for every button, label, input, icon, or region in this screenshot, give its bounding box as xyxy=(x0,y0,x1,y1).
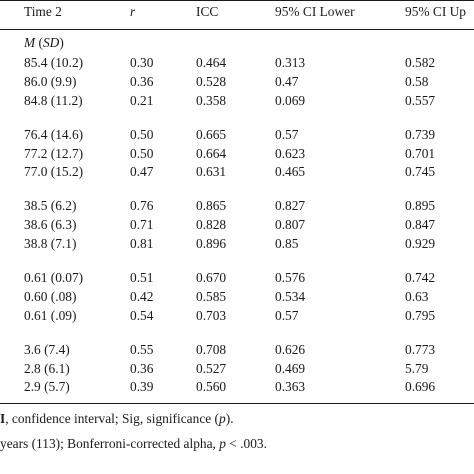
cell-time2: 84.8 (11.2) xyxy=(24,92,83,108)
cell-time2: 3.6 (7.4) xyxy=(24,341,70,357)
header-icc: ICC xyxy=(196,4,219,19)
cell-time2: 76.4 (14.6) xyxy=(24,126,84,142)
cell-time2: 38.6 (6.3) xyxy=(24,217,77,233)
cell-ci-lower: 0.807 xyxy=(275,217,306,233)
footnote-line-2-p: p xyxy=(219,436,226,451)
cell-r: 0.71 xyxy=(130,217,154,233)
header-rule xyxy=(0,29,474,30)
cell-ci-lower: 0.534 xyxy=(275,288,306,304)
cell-time2: 38.5 (6.2) xyxy=(24,198,77,214)
cell-time2: 85.4 (10.2) xyxy=(24,55,84,70)
cell-ci-upper: 5.79 xyxy=(405,360,429,376)
cell-r: 0.36 xyxy=(130,360,154,376)
cell-ci-lower: 0.469 xyxy=(275,360,306,376)
cell-r: 0.42 xyxy=(130,288,154,304)
top-rule xyxy=(0,0,474,1)
cell-ci-upper: 0.895 xyxy=(405,198,436,214)
cell-icc: 0.528 xyxy=(196,73,227,89)
cell-ci-lower: 0.57 xyxy=(275,126,299,142)
cell-time2: 77.2 (12.7) xyxy=(24,145,84,161)
cell-icc: 0.703 xyxy=(196,307,227,323)
cell-r: 0.36 xyxy=(130,73,154,89)
cell-r: 0.76 xyxy=(130,198,154,214)
cell-ci-upper: 0.745 xyxy=(405,164,436,180)
cell-ci-lower: 0.47 xyxy=(275,73,299,89)
subheader-m-sd: M (SD) xyxy=(24,35,64,50)
cell-time2: 38.8 (7.1) xyxy=(24,236,77,251)
cell-ci-lower: 0.57 xyxy=(275,307,299,323)
cell-ci-upper: 0.701 xyxy=(405,145,436,161)
cell-time2: 0.61 (.09) xyxy=(24,307,77,323)
cell-icc: 0.664 xyxy=(196,145,227,161)
footnote-line-1-text: , confidence interval; Sig, significance… xyxy=(5,411,220,426)
cell-ci-lower: 0.85 xyxy=(275,236,299,251)
cell-ci-lower: 0.313 xyxy=(275,55,306,70)
cell-icc: 0.464 xyxy=(196,55,227,70)
cell-icc: 0.670 xyxy=(196,270,227,286)
cell-time2: 86.0 (9.9) xyxy=(24,73,77,89)
cell-r: 0.55 xyxy=(130,341,154,357)
cell-r: 0.81 xyxy=(130,236,154,251)
cell-ci-upper: 0.742 xyxy=(405,270,436,286)
cell-icc: 0.665 xyxy=(196,126,227,142)
footnote-line-2-end: < .003. xyxy=(225,436,267,451)
cell-ci-upper: 0.773 xyxy=(405,341,436,357)
cell-r: 0.30 xyxy=(130,55,154,70)
cell-r: 0.21 xyxy=(130,92,154,108)
cell-icc: 0.828 xyxy=(196,217,227,233)
cell-ci-upper: 0.63 xyxy=(405,288,429,304)
cell-ci-lower: 0.069 xyxy=(275,92,306,108)
cell-r: 0.39 xyxy=(130,379,154,395)
cell-ci-upper: 0.929 xyxy=(405,236,436,251)
cell-ci-lower: 0.363 xyxy=(275,379,306,395)
cell-ci-upper: 0.557 xyxy=(405,92,436,108)
cell-ci-upper: 0.696 xyxy=(405,379,436,395)
header-time2: Time 2 xyxy=(24,4,62,19)
cell-icc: 0.865 xyxy=(196,198,227,214)
cell-r: 0.50 xyxy=(130,126,154,142)
cell-icc: 0.896 xyxy=(196,236,227,251)
cell-ci-lower: 0.626 xyxy=(275,341,306,357)
cell-r: 0.54 xyxy=(130,307,154,323)
cell-ci-upper: 0.847 xyxy=(405,217,436,233)
footnote-ci-abbrev: I xyxy=(0,411,6,426)
cell-time2: 0.61 (0.07) xyxy=(24,270,84,286)
cell-icc: 0.527 xyxy=(196,360,227,376)
cell-ci-upper: 0.58 xyxy=(405,73,429,89)
cell-icc: 0.585 xyxy=(196,288,227,304)
cell-r: 0.51 xyxy=(130,270,154,286)
bottom-rule xyxy=(0,403,474,404)
cell-ci-lower: 0.465 xyxy=(275,164,306,180)
cell-time2: 2.9 (5.7) xyxy=(24,379,70,395)
cell-ci-upper: 0.582 xyxy=(405,55,436,70)
cell-time2: 77.0 (15.2) xyxy=(24,164,84,180)
footnote-line-1-end: ). xyxy=(225,411,234,426)
cell-icc: 0.358 xyxy=(196,92,227,108)
footnote-line-1: I, confidence interval; Sig, significanc… xyxy=(0,411,234,427)
cell-ci-upper: 0.739 xyxy=(405,126,436,142)
footnote-line-2: years (113); Bonferroni-corrected alpha,… xyxy=(0,436,267,452)
header-ci-lower: 95% CI Lower xyxy=(275,4,355,19)
header-r: r xyxy=(130,4,136,19)
cell-r: 0.47 xyxy=(130,164,154,180)
cell-ci-lower: 0.623 xyxy=(275,145,306,161)
cell-icc: 0.560 xyxy=(196,379,227,395)
cell-time2: 0.60 (.08) xyxy=(24,288,77,304)
cell-r: 0.50 xyxy=(130,145,154,161)
footnote-line-2-text: years (113); Bonferroni-corrected alpha, xyxy=(0,436,220,451)
cell-time2: 2.8 (6.1) xyxy=(24,360,70,376)
cell-ci-lower: 0.827 xyxy=(275,198,306,214)
cell-icc: 0.631 xyxy=(196,164,227,180)
cell-ci-lower: 0.576 xyxy=(275,270,306,286)
footnote-line-1-p: p xyxy=(219,411,226,426)
subheader-m: M xyxy=(24,35,36,50)
cell-ci-upper: 0.795 xyxy=(405,307,436,323)
header-ci-upper: 95% CI Up xyxy=(405,4,466,19)
subheader-sd: SD xyxy=(42,35,60,50)
cell-icc: 0.708 xyxy=(196,341,227,357)
